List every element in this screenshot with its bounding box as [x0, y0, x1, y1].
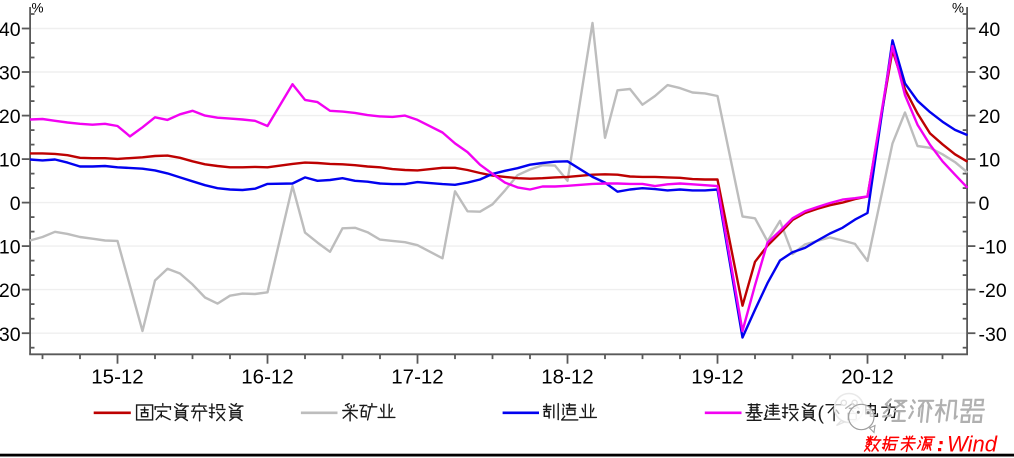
svg-text:Wind: Wind [947, 432, 998, 457]
svg-text:20: 20 [979, 106, 1001, 128]
svg-text:10: 10 [0, 237, 21, 259]
svg-text:30: 30 [0, 324, 21, 346]
svg-text:40: 40 [0, 19, 21, 41]
svg-text:%: % [32, 1, 44, 16]
svg-text:(: ( [818, 403, 825, 425]
svg-text:19-12: 19-12 [691, 365, 743, 388]
svg-text:-10: -10 [979, 237, 1007, 259]
svg-text:%: % [952, 1, 964, 16]
svg-text:0: 0 [979, 193, 990, 215]
svg-text:10: 10 [979, 150, 1001, 172]
svg-text:-30: -30 [979, 324, 1007, 346]
svg-text:16-12: 16-12 [241, 365, 293, 388]
svg-text:15-12: 15-12 [91, 365, 143, 388]
svg-text:30: 30 [979, 63, 1001, 85]
svg-text:20: 20 [0, 106, 21, 128]
svg-text:30: 30 [0, 63, 21, 85]
svg-text:18-12: 18-12 [541, 365, 593, 388]
svg-text:17-12: 17-12 [391, 365, 443, 388]
svg-text:0: 0 [10, 193, 21, 215]
svg-text:20: 20 [0, 280, 21, 302]
svg-text:40: 40 [979, 19, 1001, 41]
svg-text:10: 10 [0, 150, 21, 172]
svg-text:20-12: 20-12 [841, 365, 893, 388]
svg-text:-20: -20 [979, 280, 1007, 302]
